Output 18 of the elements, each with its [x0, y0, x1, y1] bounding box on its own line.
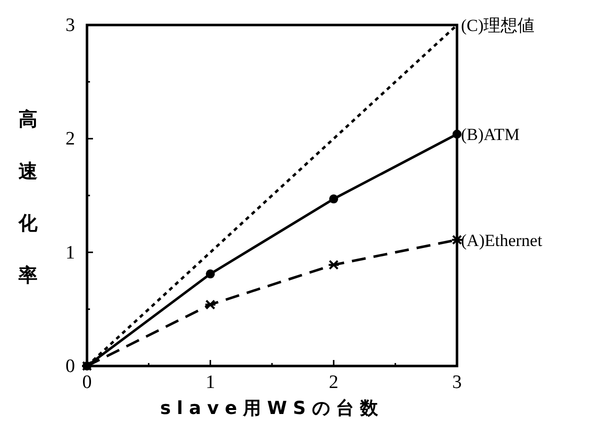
series-label: (B)ATM [461, 125, 520, 144]
point [204, 300, 216, 310]
x-tick-label: 3 [452, 372, 462, 393]
y-tick-label: 1 [66, 242, 75, 264]
point [206, 269, 215, 278]
x-tick-label: 0 [82, 372, 92, 393]
point [452, 130, 462, 139]
y-tick-label: 0 [66, 356, 75, 377]
text: 高速化率 [18, 108, 38, 286]
y-tick-label: 2 [66, 128, 75, 150]
x-axis-title: slave用WSの台数 [160, 398, 384, 419]
x-tick-label: 2 [328, 372, 338, 393]
y-tick-label: 3 [66, 15, 75, 36]
series-label: (C)理想値 [461, 16, 535, 35]
point [329, 194, 338, 204]
point [328, 260, 340, 270]
x-tick-label: 1 [206, 372, 216, 393]
series-label: (A)Ethernet [461, 230, 542, 250]
